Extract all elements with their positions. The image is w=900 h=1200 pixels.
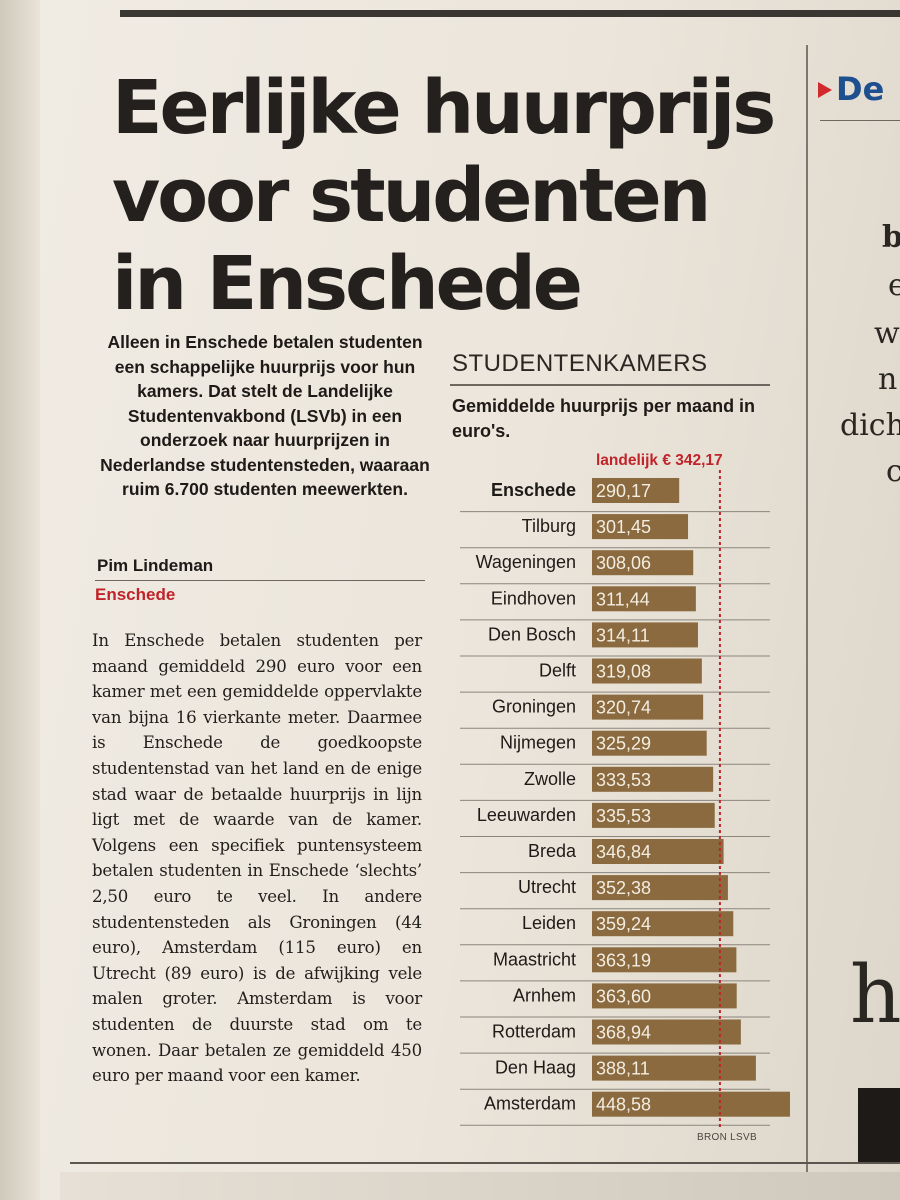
right-fragment-1: b [882, 220, 900, 255]
category-label: Enschede [491, 480, 576, 500]
category-label: Breda [528, 841, 577, 861]
next-article-strip [60, 1172, 900, 1200]
bar [592, 730, 707, 756]
chart-subtitle: Gemiddelde huurprijs per maand in euro's… [452, 396, 756, 441]
bar [592, 478, 680, 503]
value-label: 359,24 [596, 914, 651, 934]
category-label: Arnhem [513, 985, 576, 1005]
right-fragment-5: dich [840, 408, 900, 443]
bar [592, 658, 702, 684]
value-label: 320,74 [596, 698, 651, 718]
value-label: 363,19 [596, 950, 651, 970]
value-label: 363,60 [596, 986, 651, 1006]
category-label: Tilburg [522, 516, 576, 536]
bar [592, 766, 714, 792]
value-label: 448,58 [596, 1095, 651, 1115]
bar [592, 875, 728, 901]
category-label: Rotterdam [492, 1022, 576, 1042]
value-label: 314,11 [596, 625, 650, 645]
right-fragment-4: n [878, 362, 898, 397]
bar [592, 1091, 790, 1117]
category-label: Den Bosch [488, 624, 576, 644]
value-label: 346,84 [596, 842, 651, 862]
category-label: Groningen [492, 697, 576, 717]
value-label: 308,06 [596, 553, 651, 573]
value-label: 325,29 [596, 734, 651, 754]
bar [592, 839, 724, 864]
bar [592, 983, 737, 1009]
column-separator [806, 45, 808, 1175]
category-label: Maastricht [493, 949, 576, 969]
right-column-heading: De [836, 70, 885, 108]
bar-chart: Enschede 290,17 Tilburg 301,45 Wageningen 308… [460, 470, 790, 1130]
headline-line-1: Eerlijke huurprijs [112, 65, 776, 151]
category-label: Nijmegen [500, 733, 576, 753]
body-text: In Enschede betalen studenten per maand … [92, 631, 422, 1086]
bar [592, 514, 689, 540]
value-label: 311,44 [596, 589, 650, 609]
headline: Eerlijke huurprijs voor studenten in Ens… [112, 64, 802, 328]
value-label: 352,38 [596, 878, 651, 898]
value-label: 333,53 [596, 770, 651, 790]
lead-paragraph: Alleen in Enschede betalen studenten een… [100, 332, 430, 499]
category-label: Amsterdam [484, 1094, 576, 1114]
chart-source: BRON LSVB [697, 1132, 757, 1143]
bar [592, 550, 694, 576]
right-fragment-7: h [850, 948, 900, 1041]
category-label: Zwolle [524, 769, 576, 789]
category-label: Leeuwarden [477, 805, 576, 825]
bar [592, 1055, 756, 1081]
author-rule [95, 580, 425, 581]
right-fragment-2: e [888, 268, 900, 303]
value-label: 368,94 [596, 1023, 651, 1043]
average-label: landelijk € 342,17 [596, 452, 723, 469]
category-label: Utrecht [518, 877, 576, 897]
value-label: 388,11 [596, 1059, 650, 1079]
headline-line-2: voor studenten [112, 153, 711, 239]
category-label: Wageningen [476, 552, 576, 572]
bar [592, 1019, 741, 1045]
bar [592, 586, 696, 612]
right-column-rule [820, 120, 900, 121]
category-label: Leiden [522, 913, 576, 933]
value-label: 290,17 [596, 481, 651, 501]
right-fragment-3: w [874, 316, 900, 351]
chart-title-rule [450, 384, 770, 386]
dateline-location: Enschede [95, 585, 176, 604]
page-fold-edge [0, 0, 40, 1200]
category-label: Eindhoven [491, 588, 576, 608]
chart-title: STUDENTENKAMERS [452, 350, 708, 377]
category-label: Den Haag [495, 1058, 576, 1078]
headline-line-3: in Enschede [112, 241, 583, 327]
category-label: Delft [539, 661, 576, 681]
bar [592, 802, 715, 828]
bar [592, 947, 737, 973]
top-rule [120, 10, 900, 17]
value-label: 335,53 [596, 806, 651, 826]
right-dark-block [858, 1088, 900, 1162]
author-name: Pim Lindeman [97, 556, 214, 575]
value-label: 319,08 [596, 662, 651, 682]
right-fragment-6: c [886, 454, 900, 489]
value-label: 301,45 [596, 517, 651, 537]
bar [592, 911, 734, 937]
bottom-rule [70, 1162, 900, 1164]
bar [592, 694, 704, 720]
bar [592, 622, 698, 648]
section-arrow-icon [818, 82, 832, 98]
